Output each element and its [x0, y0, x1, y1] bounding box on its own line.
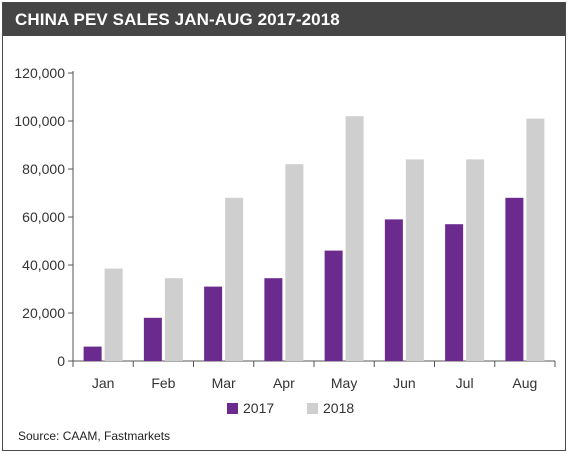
legend-swatch-2018 [307, 403, 318, 414]
bar-2018-jun [405, 159, 424, 361]
bar-2018-jan [104, 268, 123, 361]
x-tick-label: Jan [92, 375, 115, 391]
x-tick-label: Jun [393, 375, 416, 391]
y-tick-label: 20,000 [22, 305, 65, 321]
bar-2017-jul [445, 224, 464, 361]
bar-2017-apr [264, 278, 283, 361]
bar-2017-feb [143, 317, 162, 361]
bar-2018-feb [164, 278, 183, 361]
y-tick-label: 40,000 [22, 257, 65, 273]
legend: 2017 2018 [227, 400, 354, 416]
x-tick-label: Feb [151, 375, 175, 391]
x-tick-label: Jul [456, 375, 474, 391]
bar-2017-jun [384, 219, 403, 361]
bar-2017-may [324, 250, 343, 361]
x-tick-label: May [331, 375, 357, 391]
bar-2018-apr [285, 164, 304, 361]
legend-label-2018: 2018 [323, 400, 354, 416]
bar-2018-mar [225, 197, 244, 361]
legend-label-2017: 2017 [243, 400, 274, 416]
bar-2018-aug [526, 118, 545, 361]
y-tick-label: 60,000 [22, 209, 65, 225]
x-tick-label: Mar [212, 375, 236, 391]
bar-2017-aug [505, 197, 524, 361]
y-tick-label: 100,000 [14, 113, 65, 129]
bar-2018-jul [466, 159, 485, 361]
x-tick-label: Aug [512, 375, 537, 391]
bar-2017-mar [204, 286, 223, 361]
source-note: Source: CAAM, Fastmarkets [18, 429, 171, 443]
title-bar: CHINA PEV SALES JAN-AUG 2017-2018 [3, 3, 565, 36]
bar-2018-may [345, 116, 364, 361]
bar-2017-jan [83, 346, 102, 361]
y-tick-label: 0 [57, 353, 65, 369]
y-tick-label: 120,000 [14, 65, 65, 81]
chart-title: CHINA PEV SALES JAN-AUG 2017-2018 [15, 10, 340, 29]
legend-swatch-2017 [227, 403, 238, 414]
x-tick-label: Apr [273, 375, 295, 391]
y-tick-label: 80,000 [22, 161, 65, 177]
bars [83, 116, 545, 361]
